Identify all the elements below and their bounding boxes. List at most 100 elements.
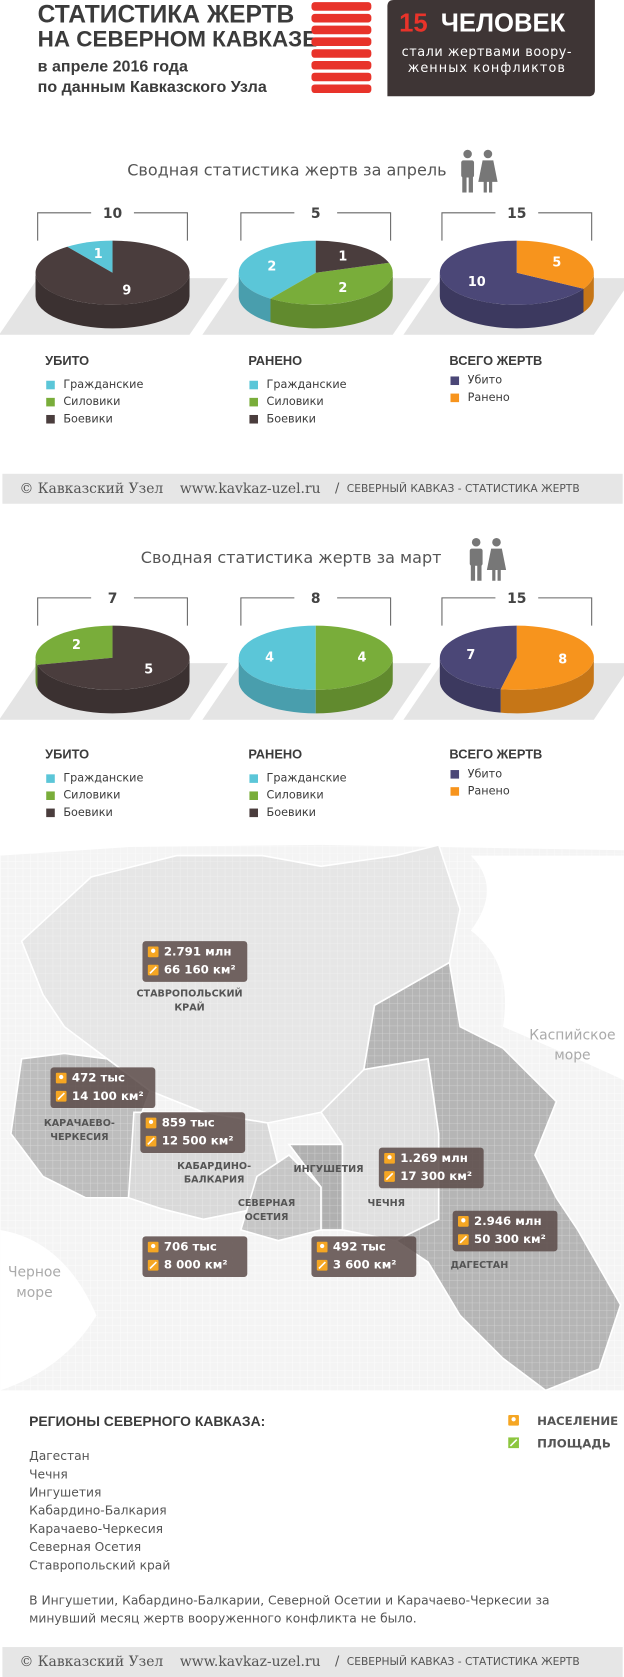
legend-swatch (450, 770, 460, 779)
legend-label: Ранено (468, 784, 510, 797)
pie-chart: 10 1 9 УБИТО Гражданские Силовики Боевики (0, 206, 229, 425)
region-name: ОСЕТИЯ (245, 1212, 289, 1223)
legend-swatch (46, 808, 55, 818)
legend-label: Силовики (63, 789, 120, 802)
legend-swatch (249, 397, 258, 407)
region-population: 706 тыс (164, 1240, 217, 1254)
icon-glyph (59, 1074, 64, 1080)
charts: 10 1 9 УБИТО Гражданские Силовики Боевики 5 2 2 1 Р… (0, 206, 624, 819)
footer-url: www.kavkaz-uzel.ru (180, 1654, 321, 1670)
badge-text: стали жертвами воору- (402, 45, 572, 60)
icon-glyph (151, 948, 156, 953)
region-name: ДАГЕСТАН (450, 1260, 508, 1271)
note-line: минувший месяц жертв вооруженного конфли… (29, 1612, 417, 1626)
slice-label: 4 (357, 650, 366, 665)
bullets-icon (311, 2, 372, 94)
note-line: В Ингушетии, Кабардино-Балкарии, Северно… (29, 1594, 549, 1608)
legend-label: Гражданские (267, 772, 347, 785)
legend-label: Боевики (267, 806, 316, 819)
people-icon (461, 149, 498, 193)
icon-glyph (57, 1092, 65, 1101)
legend-label: ПЛОЩАДЬ (537, 1436, 611, 1450)
pie-slice (439, 240, 584, 305)
region-name: КАРАЧАЕВО- (44, 1118, 115, 1129)
pie-slice (439, 625, 517, 690)
footer-separator: / (335, 1655, 340, 1670)
list-item: Чечня (29, 1467, 68, 1481)
pie-chart: 7 2 5 УБИТО Гражданские Силовики Боевики (0, 591, 229, 819)
legend-swatch (450, 376, 460, 386)
pie-slice-side (270, 272, 393, 329)
legend-label: Боевики (267, 412, 316, 425)
region-area: 66 160 км² (164, 963, 236, 977)
slice-label: 7 (466, 648, 475, 663)
slice-label: 1 (338, 250, 347, 265)
pie-slice (238, 240, 316, 299)
footer-separator: / (335, 481, 340, 496)
legend-title: УБИТО (45, 746, 89, 761)
total-bracket (133, 597, 188, 626)
list-title: РЕГИОНЫ СЕВЕРНОГО КАВКАЗА: (29, 1413, 265, 1429)
sea-label: море (554, 1048, 590, 1064)
slice-label: 2 (338, 281, 347, 296)
region-population: 472 тыс (72, 1071, 125, 1085)
footer-bar (2, 1647, 623, 1677)
pie-total: 10 (103, 206, 122, 222)
subtitle-line: в апреле 2016 года (38, 58, 189, 76)
pie-slice-side (35, 657, 38, 689)
legend-title: РАНЕНО (248, 746, 302, 761)
region-area: 50 300 км² (474, 1232, 546, 1246)
legend-label: Ранено (468, 391, 510, 404)
list-item: Кабардино-Балкария (29, 1504, 166, 1518)
icon-glyph (320, 1243, 325, 1249)
pie-chart: 8 4 4 РАНЕНО Гражданские Силовики Боевики (202, 591, 432, 819)
legend-swatch (249, 808, 258, 818)
sea-label: Каспийское (529, 1027, 615, 1043)
sea-label: Черное (8, 1265, 61, 1281)
pie-slice (67, 240, 113, 273)
pie-total: 7 (108, 591, 118, 607)
icon-glyph (151, 1243, 156, 1249)
list-item: Ингушетия (29, 1486, 101, 1500)
total-bracket (441, 212, 496, 241)
region-name: ЧЕЧНЯ (368, 1198, 406, 1209)
region-name: ЧЕРКЕСИЯ (50, 1132, 108, 1143)
pie-chart: 5 2 2 1 РАНЕНО Гражданские Силовики Боевики (202, 206, 432, 425)
legend-label: Убито (468, 767, 503, 780)
legend-swatch (46, 791, 55, 800)
legend-label: Убито (468, 374, 503, 387)
region: ДАГЕСТАН 2.946 млн 50 300 км² (450, 1210, 558, 1271)
total-bracket (240, 212, 295, 241)
icon-glyph (461, 1218, 466, 1223)
section-title: Сводная статистика жертв за март (141, 548, 442, 567)
icon-glyph (147, 1137, 155, 1145)
region: КАРАЧАЕВО- ЧЕРКЕСИЯ 472 тыс 14 100 км² (44, 1067, 156, 1143)
region-population: 2.791 млн (164, 944, 232, 958)
list-item: Ставропольский край (29, 1558, 170, 1572)
pie-slice (37, 625, 190, 690)
title-line: СТАТИСТИКА ЖЕРТВ (38, 2, 295, 29)
slice-label: 10 (468, 275, 486, 290)
slice-label: 9 (122, 284, 131, 299)
total-bracket (441, 597, 496, 626)
region: ЧЕЧНЯ 1.269 млн 17 300 км² (368, 1147, 484, 1209)
region: СЕВЕРНАЯ ОСЕТИЯ 706 тыс 8 000 км² (142, 1198, 295, 1278)
pie-slice-side (500, 657, 594, 714)
region-name: КАБАРДИНО- (177, 1161, 251, 1172)
region: КАБАРДИНО- БАЛКАРИЯ 859 тыс 12 500 км² (140, 1112, 251, 1186)
pie-chart: 15 7 8 ВСЕГО ЖЕРТВ Убито Ранено (403, 591, 624, 797)
region-stat-box (142, 941, 248, 982)
map: Каспийское море Черное море СТАВРОПОЛЬСКИЙКР… (0, 843, 624, 1392)
footer-copyright: © Кавказский Узел (19, 1654, 163, 1670)
list-item: Карачаево-Черкесия (29, 1522, 163, 1536)
region-stat-box (378, 1147, 484, 1189)
footer-bar (2, 473, 623, 504)
legend-title: УБИТО (45, 353, 89, 368)
region-stat-box (140, 1112, 246, 1153)
total-bracket (133, 212, 188, 241)
region-name: КРАЙ (174, 1000, 204, 1013)
header: СТАТИСТИКА ЖЕРТВ НА СЕВЕРНОМ КАВКАЗЕ в а… (38, 0, 595, 97)
legend-label: НАСЕЛЕНИЕ (537, 1414, 618, 1428)
total-bracket (337, 212, 392, 241)
